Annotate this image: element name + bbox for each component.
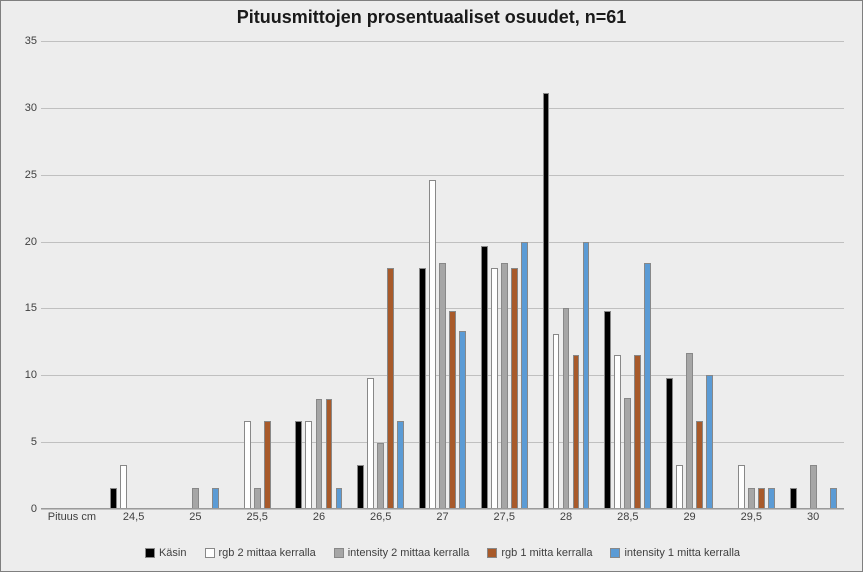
bar (357, 465, 364, 509)
bar (459, 331, 466, 509)
legend-swatch (487, 548, 497, 558)
bar (254, 488, 261, 509)
bar (644, 263, 651, 509)
bar (748, 488, 755, 509)
legend-label: intensity 2 mittaa kerralla (348, 547, 470, 559)
x-axis-title: Pituus cm (48, 511, 96, 523)
bar (491, 268, 498, 509)
bar (758, 488, 765, 509)
x-tick-label: 27,5 (494, 511, 515, 523)
bar (449, 311, 456, 509)
legend-swatch (205, 548, 215, 558)
bar (305, 421, 312, 509)
bar (501, 263, 508, 509)
bar (790, 488, 797, 509)
bar (387, 268, 394, 509)
bar (429, 180, 436, 509)
bar (521, 242, 528, 509)
bar (738, 465, 745, 509)
bar (696, 421, 703, 509)
y-tick-label: 35 (11, 35, 37, 47)
bar (419, 268, 426, 509)
bar (583, 242, 590, 509)
bar (511, 268, 518, 509)
y-tick-label: 25 (11, 169, 37, 181)
bar (676, 465, 683, 509)
legend-item: rgb 2 mittaa kerralla (205, 547, 316, 559)
bar (810, 465, 817, 509)
bar (264, 421, 271, 509)
bar (573, 355, 580, 509)
bar (543, 93, 550, 509)
x-tick-label: 25 (189, 511, 201, 523)
x-tick-label: 30 (807, 511, 819, 523)
x-tick-label: 28,5 (617, 511, 638, 523)
bar (192, 488, 199, 509)
bars-layer (41, 41, 844, 509)
legend-swatch (334, 548, 344, 558)
bar (830, 488, 837, 509)
y-tick-label: 0 (11, 503, 37, 515)
legend-item: intensity 2 mittaa kerralla (334, 547, 470, 559)
x-tick-label: 24,5 (123, 511, 144, 523)
x-tick-label: 25,5 (246, 511, 267, 523)
legend-item: intensity 1 mitta kerralla (610, 547, 740, 559)
bar (336, 488, 343, 509)
bar (614, 355, 621, 509)
bar (768, 488, 775, 509)
legend-swatch (145, 548, 155, 558)
chart-baseline (41, 508, 844, 509)
y-tick-label: 5 (11, 436, 37, 448)
x-tick-label: 26 (313, 511, 325, 523)
bar (706, 375, 713, 509)
x-tick-label: 27 (436, 511, 448, 523)
bar (439, 263, 446, 509)
legend-label: intensity 1 mitta kerralla (624, 547, 740, 559)
y-tick-label: 15 (11, 302, 37, 314)
x-tick-label: 29,5 (741, 511, 762, 523)
legend: Käsin rgb 2 mittaa kerralla intensity 2 mi… (41, 543, 844, 563)
x-axis: Pituus cm 24,5 25 25,5 26 26,5 27 27,5 28 28,5 29 2… (41, 511, 844, 531)
bar (110, 488, 117, 509)
x-tick-label: 28 (560, 511, 572, 523)
y-tick-label: 30 (11, 102, 37, 114)
chart-frame: Pituusmittojen prosentuaaliset osuudet, … (0, 0, 863, 572)
bar (120, 465, 127, 509)
x-tick-label: 29 (683, 511, 695, 523)
grid-line (41, 509, 844, 510)
bar (481, 246, 488, 509)
legend-label: rgb 2 mittaa kerralla (219, 547, 316, 559)
bar (634, 355, 641, 509)
chart-title: Pituusmittojen prosentuaaliset osuudet, … (1, 7, 862, 28)
bar (553, 334, 560, 509)
bar (563, 308, 570, 509)
plot-area: 05101520253035 (41, 41, 844, 509)
bar (624, 398, 631, 509)
bar (604, 311, 611, 509)
legend-item: Käsin (145, 547, 187, 559)
bar (666, 378, 673, 509)
bar (377, 443, 384, 509)
bar (397, 421, 404, 509)
bar (316, 399, 323, 509)
legend-item: rgb 1 mitta kerralla (487, 547, 592, 559)
bar (244, 421, 251, 509)
bar (295, 421, 302, 509)
legend-label: Käsin (159, 547, 187, 559)
y-tick-label: 20 (11, 236, 37, 248)
legend-label: rgb 1 mitta kerralla (501, 547, 592, 559)
x-tick-label: 26,5 (370, 511, 391, 523)
y-tick-label: 10 (11, 369, 37, 381)
bar (686, 353, 693, 509)
legend-swatch (610, 548, 620, 558)
bar (367, 378, 374, 509)
bar (212, 488, 219, 509)
bar (326, 399, 333, 509)
